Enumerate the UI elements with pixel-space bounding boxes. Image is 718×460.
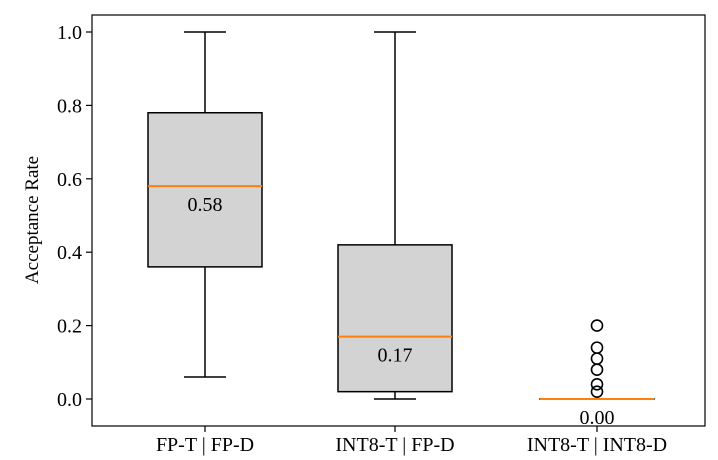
y-tick-label: 1.0: [57, 22, 82, 44]
y-tick-label: 0.8: [57, 95, 82, 117]
outlier-point: [590, 378, 604, 391]
y-tick-label: 0.2: [57, 316, 82, 338]
box: [337, 244, 453, 393]
box: [147, 111, 263, 268]
x-tick-label: INT8-T | INT8-D: [527, 434, 667, 456]
median-label: 0.00: [580, 407, 615, 429]
outlier-point: [590, 341, 604, 354]
outlier-point: [590, 385, 604, 398]
x-axis: FP-T | FP-D INT8-T | FP-D INT8-T | INT8-D: [156, 426, 667, 456]
box-group: 0.00: [539, 319, 655, 429]
outlier-point: [590, 319, 604, 332]
y-tick-label: 0.4: [57, 242, 82, 264]
y-axis-label: Acceptance Rate: [22, 156, 43, 284]
median-label: 0.58: [188, 194, 223, 216]
boxes: 0.58 0.17 0.00: [147, 31, 655, 429]
y-axis: 0.0 0.2 0.4 0.6 0.8 1.0: [57, 22, 92, 411]
y-tick-label: 0.6: [57, 169, 82, 191]
y-tick-label: 0.0: [57, 389, 82, 411]
box-group: 0.17: [337, 31, 453, 400]
median-label: 0.17: [378, 345, 413, 367]
box-group: 0.58: [147, 31, 263, 378]
x-tick-label: INT8-T | FP-D: [335, 434, 454, 456]
x-tick-label: FP-T | FP-D: [156, 434, 254, 456]
